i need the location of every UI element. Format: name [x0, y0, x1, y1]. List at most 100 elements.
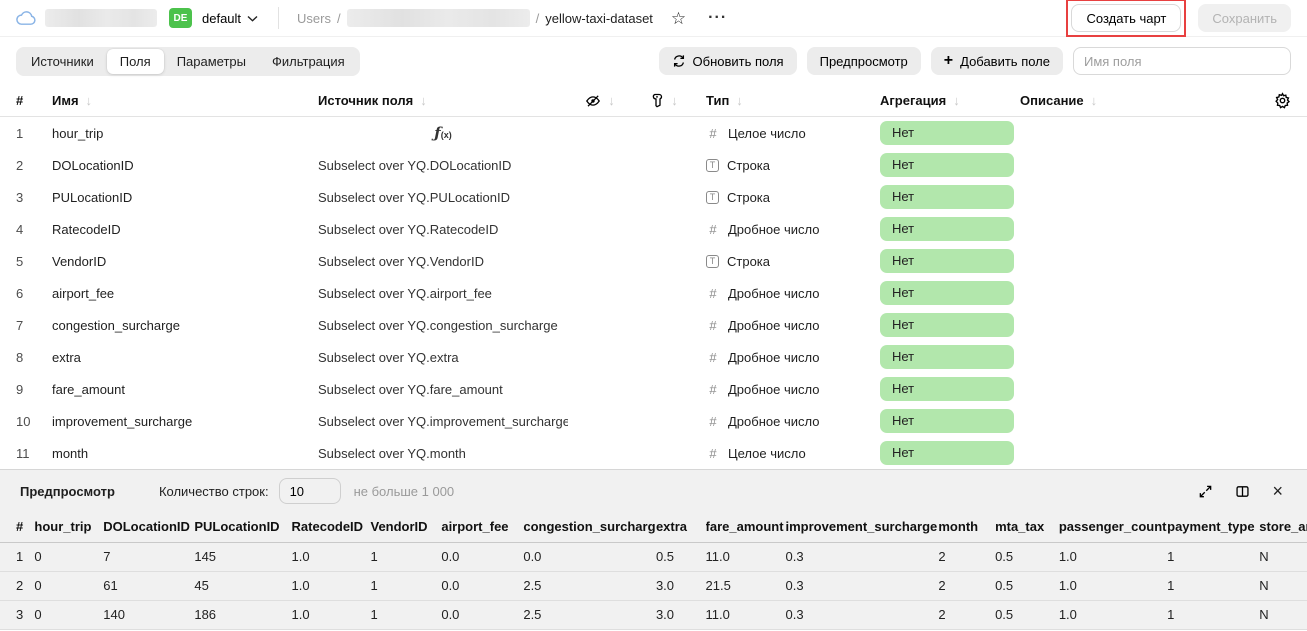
field-name: extra	[52, 349, 81, 365]
field-row-index: 4	[16, 221, 24, 237]
field-aggregation-cell: Нет	[880, 441, 1020, 465]
aggregation-pill[interactable]: Нет	[880, 281, 1014, 305]
col-hidden[interactable]: ↓	[568, 93, 632, 109]
field-source: Subselect over YQ.PULocationID	[318, 189, 510, 205]
funnel-filter-icon	[650, 93, 664, 108]
field-source: Subselect over YQ.RatecodeID	[318, 221, 499, 237]
aggregation-pill[interactable]: Нет	[880, 441, 1014, 465]
field-row[interactable]: 1 hour_trip ƒ(x) # Целое число Нет	[0, 117, 1307, 149]
add-field-button[interactable]: + Добавить поле	[930, 47, 1063, 75]
breadcrumb: Users / / yellow-taxi-dataset	[297, 9, 653, 27]
field-type-label: Дробное число	[728, 381, 820, 397]
field-name: airport_fee	[52, 285, 115, 301]
field-row[interactable]: 4 RatecodeID Subselect over YQ.RatecodeID #…	[0, 213, 1307, 245]
field-aggregation-cell: Нет	[880, 153, 1020, 177]
field-row-index: 10	[16, 413, 31, 429]
aggregation-pill[interactable]: Нет	[880, 345, 1014, 369]
tab-fields[interactable]: Поля	[106, 48, 164, 74]
create-chart-button[interactable]: Создать чарт	[1071, 4, 1182, 32]
preview-column-header: RatecodeID	[291, 512, 371, 543]
field-type: T Строка	[696, 158, 880, 173]
field-name: PULocationID	[52, 189, 133, 205]
refresh-icon	[672, 54, 686, 68]
more-menu-icon[interactable]: ···	[704, 7, 731, 29]
refresh-fields-label: Обновить поля	[692, 53, 784, 69]
col-aggregation[interactable]: Агрегация ↓	[880, 93, 960, 108]
sort-arrow-icon: ↓	[420, 93, 427, 108]
aggregation-pill[interactable]: Нет	[880, 185, 1014, 209]
preview-column-header: airport_fee	[441, 512, 524, 543]
field-row[interactable]: 8 extra Subselect over YQ.extra # Дробное чи…	[0, 341, 1307, 373]
breadcrumb-separator: /	[337, 10, 341, 26]
col-source[interactable]: Источник поля ↓	[318, 93, 427, 108]
preview-cell: 1	[370, 542, 442, 572]
field-row[interactable]: 3 PULocationID Subselect over YQ.PULocatio…	[0, 181, 1307, 213]
number-type-icon: #	[709, 413, 717, 429]
field-row[interactable]: 10 improvement_surcharge Subselect over YQ…	[0, 405, 1307, 437]
field-row[interactable]: 9 fare_amount Subselect over YQ.fare_amoun…	[0, 373, 1307, 405]
preview-row: 1 0 7 145 1.0 1 0.0 0.0 0.5 11.0 0.3 2 0.5 1.0 1 N	[0, 542, 1307, 572]
table-settings-gear-icon[interactable]	[1274, 92, 1291, 109]
preview-cell: 1.0	[291, 571, 371, 601]
col-description[interactable]: Описание ↓	[1020, 93, 1098, 108]
field-type-label: Строка	[727, 157, 771, 173]
field-type-label: Дробное число	[728, 221, 820, 237]
preview-toggle-button[interactable]: Предпросмотр	[806, 47, 921, 75]
field-row[interactable]: 11 month Subselect over YQ.month # Целое чис…	[0, 437, 1307, 469]
aggregation-pill[interactable]: Нет	[880, 409, 1014, 433]
aggregation-pill[interactable]: Нет	[880, 249, 1014, 273]
field-name-search-input[interactable]	[1073, 47, 1291, 75]
row-count-label: Количество строк:	[158, 483, 269, 499]
field-type: T Строка	[696, 254, 880, 269]
field-row[interactable]: 7 congestion_surcharge Subselect over YQ.c…	[0, 309, 1307, 341]
preview-column-header: DOLocationID	[103, 512, 195, 543]
preview-cell: 1.0	[1058, 571, 1168, 601]
field-name: congestion_surcharge	[52, 317, 180, 333]
annotation-highlight-box: Создать чарт	[1066, 0, 1187, 37]
chevron-down-icon	[247, 15, 258, 22]
refresh-fields-button[interactable]: Обновить поля	[658, 47, 797, 75]
field-aggregation-cell: Нет	[880, 281, 1020, 305]
preview-cell: 1	[0, 542, 35, 572]
field-name: month	[52, 445, 89, 461]
field-name: VendorID	[52, 253, 107, 269]
preview-column-header: store_an	[1259, 512, 1307, 543]
aggregation-pill[interactable]: Нет	[880, 153, 1014, 177]
preview-cell: 1.0	[1058, 600, 1168, 630]
field-row-index: 2	[16, 157, 24, 173]
preview-cell: 0.5	[995, 600, 1059, 630]
col-name[interactable]: Имя ↓	[52, 93, 93, 108]
string-type-icon: T	[706, 190, 719, 204]
section-tabs: Источники Поля Параметры Фильтрация	[16, 46, 360, 76]
field-aggregation-cell: Нет	[880, 345, 1020, 369]
field-source: Subselect over YQ.DOLocationID	[318, 157, 512, 173]
save-button[interactable]: Сохранить	[1198, 4, 1291, 32]
tab-sources[interactable]: Источники	[31, 53, 94, 69]
split-view-icon[interactable]	[1231, 482, 1254, 501]
field-source: ƒ(x)	[318, 124, 568, 142]
string-type-icon: T	[706, 158, 719, 172]
expand-preview-icon[interactable]	[1194, 482, 1217, 501]
field-row[interactable]: 6 airport_fee Subselect over YQ.airport_fe…	[0, 277, 1307, 309]
row-count-input[interactable]	[278, 478, 341, 504]
aggregation-pill[interactable]: Нет	[880, 217, 1014, 241]
favorite-star-icon[interactable]: ☆	[667, 8, 690, 29]
preview-cell: 11.0	[705, 600, 786, 630]
preview-panel: Предпросмотр Количество строк: не больше…	[0, 469, 1307, 630]
preview-cell: 1	[370, 571, 442, 601]
tab-filtering[interactable]: Фильтрация	[272, 53, 345, 69]
preview-title: Предпросмотр	[20, 483, 115, 499]
tab-parameters[interactable]: Параметры	[176, 53, 246, 69]
folder-switcher[interactable]: default	[200, 9, 260, 28]
preview-cell: 0.0	[441, 571, 524, 601]
field-row[interactable]: 5 VendorID Subselect over YQ.VendorID T Стро…	[0, 245, 1307, 277]
close-preview-icon[interactable]: ×	[1268, 480, 1287, 502]
col-filter[interactable]: ↓	[632, 93, 696, 108]
sort-arrow-icon: ↓	[736, 93, 743, 108]
col-type[interactable]: Тип ↓	[706, 93, 743, 108]
aggregation-pill[interactable]: Нет	[880, 121, 1014, 145]
aggregation-pill[interactable]: Нет	[880, 313, 1014, 337]
aggregation-pill[interactable]: Нет	[880, 377, 1014, 401]
breadcrumb-users[interactable]: Users	[297, 10, 331, 26]
field-row[interactable]: 2 DOLocationID Subselect over YQ.DOLocatio…	[0, 149, 1307, 181]
